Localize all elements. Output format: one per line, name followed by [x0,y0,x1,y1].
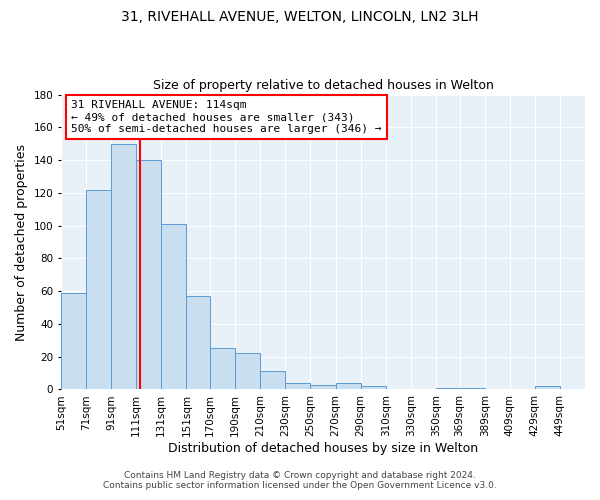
Bar [286,383,310,390]
Bar [111,144,136,390]
Bar [535,386,560,390]
Bar [61,293,86,390]
Bar [187,296,210,390]
Text: 31 RIVEHALL AVENUE: 114sqm
← 49% of detached houses are smaller (343)
50% of sem: 31 RIVEHALL AVENUE: 114sqm ← 49% of deta… [71,100,382,134]
Bar [361,386,386,390]
Text: Contains HM Land Registry data © Crown copyright and database right 2024.
Contai: Contains HM Land Registry data © Crown c… [103,470,497,490]
Bar [436,388,460,390]
X-axis label: Distribution of detached houses by size in Welton: Distribution of detached houses by size … [168,442,478,455]
Title: Size of property relative to detached houses in Welton: Size of property relative to detached ho… [152,79,493,92]
Bar [335,383,361,390]
Y-axis label: Number of detached properties: Number of detached properties [15,144,28,340]
Bar [310,384,335,390]
Bar [235,354,260,390]
Bar [260,372,286,390]
Bar [161,224,187,390]
Bar [86,190,111,390]
Bar [460,388,485,390]
Bar [136,160,161,390]
Text: 31, RIVEHALL AVENUE, WELTON, LINCOLN, LN2 3LH: 31, RIVEHALL AVENUE, WELTON, LINCOLN, LN… [121,10,479,24]
Bar [210,348,235,390]
